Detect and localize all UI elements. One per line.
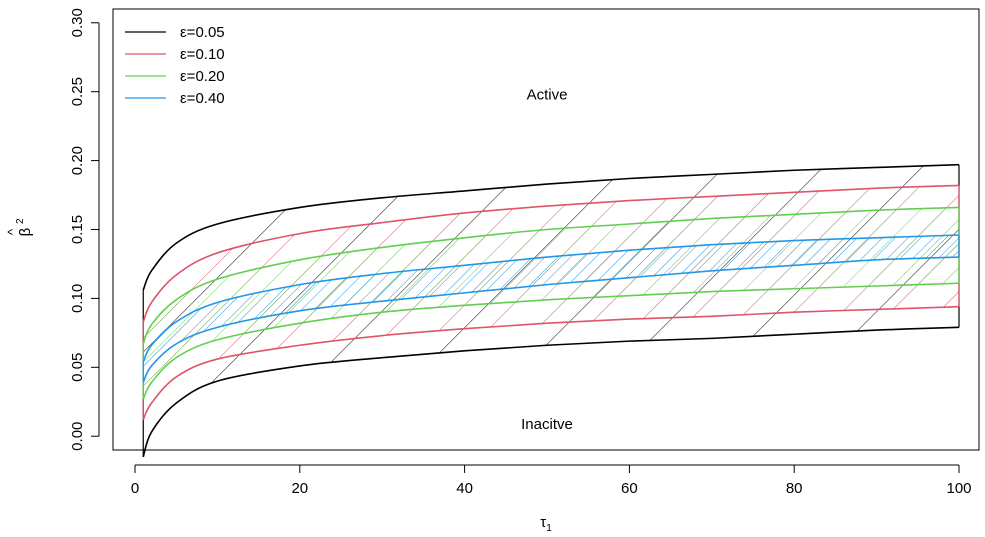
- annotation-label: Inacitve: [521, 416, 573, 433]
- plot-frame: [112, 8, 980, 451]
- y-tick-label: 0.15: [69, 215, 86, 244]
- y-axis: 0.00 0.05 0.10 0.15 0.20 0.25 0.30: [69, 8, 100, 451]
- series-upper-2: [142, 184, 960, 323]
- legend-label: ε=0.05: [180, 24, 225, 41]
- y-tick-label: 0.10: [69, 284, 86, 313]
- legend-label: ε=0.10: [180, 46, 225, 63]
- x-tick-label: 100: [946, 480, 971, 497]
- series-lower-1: [142, 326, 960, 458]
- y-tick-label: 0.20: [69, 146, 86, 175]
- series-lower-4: [142, 256, 960, 383]
- series-upper-4: [142, 234, 960, 363]
- x-tick-label: 80: [786, 480, 803, 497]
- legend-label: ε=0.40: [180, 90, 225, 107]
- legend: ε=0.05 ε=0.10 ε=0.20 ε=0.40: [125, 24, 225, 107]
- x-tick-label: 40: [456, 480, 473, 497]
- bands: [142, 163, 960, 458]
- y-tick-label: 0.30: [69, 8, 86, 37]
- y-axis-label-hat: ^: [5, 228, 20, 235]
- x-tick-label: 20: [291, 480, 308, 497]
- x-axis-label: τ1: [540, 514, 552, 534]
- y-axis-label: β ^ 2: [5, 218, 34, 236]
- x-tick-label: 0: [131, 480, 139, 497]
- y-axis-label-sup: 2: [15, 218, 26, 224]
- x-tick-label: 60: [621, 480, 638, 497]
- series-upper-1: [142, 163, 960, 291]
- series-lower-3: [142, 282, 960, 400]
- y-axis-label-main: β: [17, 227, 34, 236]
- band-fill-4: [143, 235, 960, 383]
- series-upper-3: [142, 206, 960, 345]
- y-tick-label: 0.05: [69, 353, 86, 382]
- annotations: Active Inacitve: [521, 86, 573, 432]
- x-axis: 0 20 40 60 80 100: [131, 464, 972, 497]
- annotation-label: Active: [527, 86, 568, 103]
- y-tick-label: 0.00: [69, 422, 86, 451]
- legend-label: ε=0.20: [180, 68, 225, 85]
- y-tick-label: 0.25: [69, 77, 86, 106]
- series-lower-2: [142, 305, 960, 421]
